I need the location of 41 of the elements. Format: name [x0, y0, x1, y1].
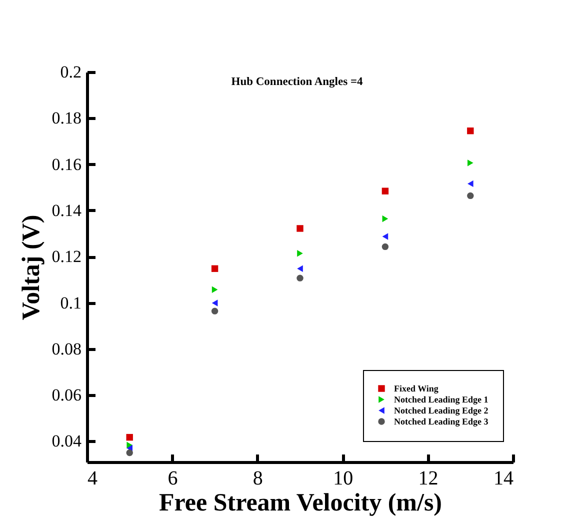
- legend-label: Notched Leading Edge 1: [394, 394, 489, 404]
- point: [467, 192, 474, 200]
- point: [467, 180, 474, 188]
- point: [296, 274, 304, 282]
- point: [467, 127, 474, 134]
- y-tick-label: 0.2: [60, 62, 82, 82]
- x-tick-label: 14: [494, 468, 514, 490]
- y-tick-label: 0.04: [52, 432, 82, 451]
- y-tick-label: 0.18: [52, 108, 82, 128]
- point: [382, 215, 388, 222]
- y-tick-label: 0.16: [52, 154, 82, 174]
- point: [297, 265, 303, 272]
- y-tick-label: 0.14: [52, 200, 82, 220]
- point: [126, 442, 133, 449]
- x-tick-label: 4: [88, 468, 98, 490]
- point: [382, 233, 388, 240]
- chart-title: Hub Connection Angles =4: [231, 76, 363, 88]
- point: [211, 308, 218, 314]
- x-tick-label: 12: [418, 468, 438, 490]
- x-tick-label: 8: [252, 468, 263, 490]
- point: [382, 243, 389, 250]
- y-axis-title: Voltaj (V): [18, 214, 45, 320]
- point: [296, 225, 304, 232]
- x-tick-label: 10: [333, 468, 354, 490]
- y-tick-label: 0.06: [52, 386, 82, 405]
- x-tick-label: 6: [168, 468, 178, 490]
- point: [126, 434, 133, 441]
- point: [297, 250, 303, 257]
- x-axis-title: Free Stream Velocity (m/s): [158, 490, 442, 516]
- y-tick-label: 0.12: [52, 247, 82, 266]
- point: [467, 160, 474, 166]
- y-tick-label: 0.08: [52, 339, 82, 358]
- point: [126, 449, 133, 456]
- legend-label: Fixed Wing: [394, 384, 439, 394]
- point: [212, 300, 218, 306]
- point: [211, 265, 218, 272]
- point: [212, 286, 218, 293]
- legend-label: Notched Leading Edge 2: [394, 406, 489, 416]
- y-tick-label: 0.1: [60, 293, 82, 312]
- point: [382, 188, 389, 194]
- legend-label: Notched Leading Edge 3: [394, 416, 489, 426]
